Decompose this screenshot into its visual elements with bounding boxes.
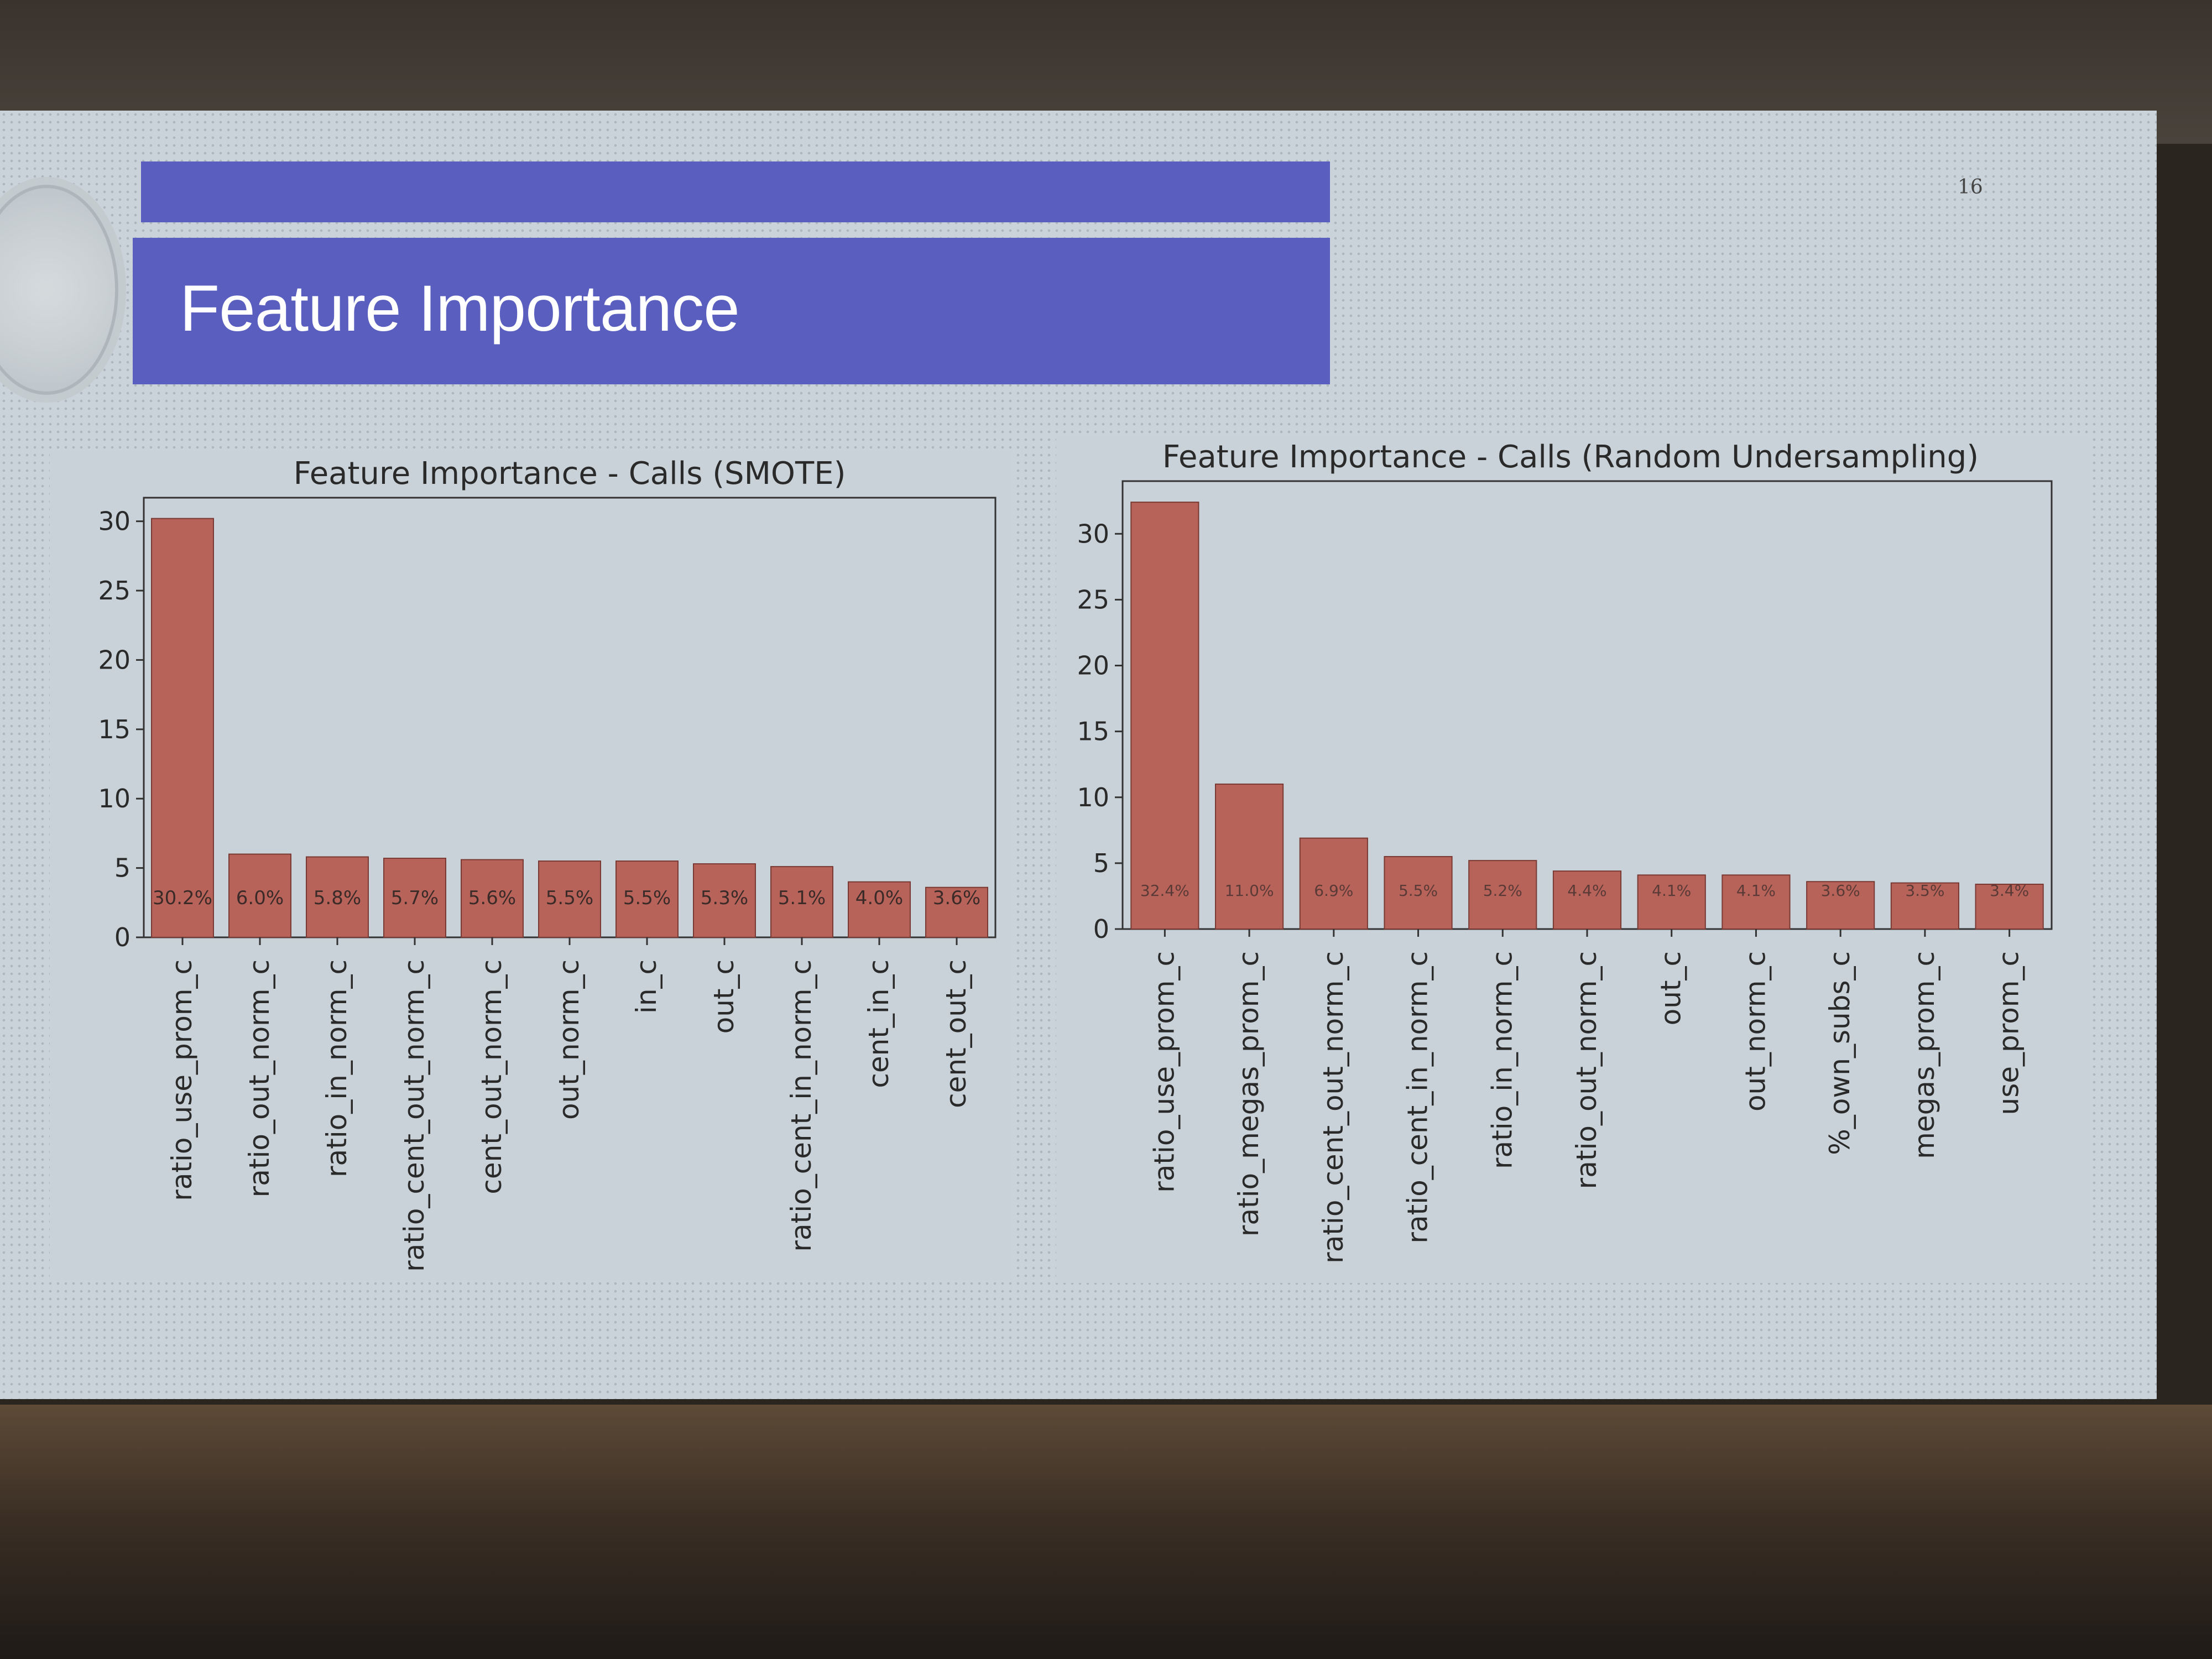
chart-title: Feature Importance - Calls (SMOTE) <box>294 456 846 492</box>
bar-value-label: 5.1% <box>778 887 826 909</box>
x-tick-label: ratio_use_prom_c <box>166 959 198 1201</box>
bar-value-label: 32.4% <box>1140 881 1190 900</box>
x-tick-label: out_c <box>1655 951 1687 1025</box>
bar-value-label: 4.1% <box>1736 881 1776 900</box>
page-number: 16 <box>1958 176 1983 199</box>
y-tick-label: 0 <box>114 922 131 952</box>
bar-value-label: 6.9% <box>1314 881 1353 900</box>
chart-undersampling: Feature Importance - Calls (Random Under… <box>1077 439 2053 1264</box>
x-tick-label: out_c <box>708 959 740 1034</box>
y-tick-label: 10 <box>98 784 131 813</box>
y-tick-label: 15 <box>1077 717 1109 747</box>
bar-value-label: 5.6% <box>468 887 516 909</box>
slide-title: Feature Importance <box>180 272 740 345</box>
chart-title: Feature Importance - Calls (Random Under… <box>1162 439 1979 475</box>
bar <box>1975 884 2044 930</box>
chart-smote: Feature Importance - Calls (SMOTE) 0 5 10 15… <box>98 456 997 1272</box>
bar <box>538 860 601 938</box>
bar <box>1806 881 1875 930</box>
y-tick-label: 30 <box>1077 519 1109 549</box>
x-tick-label: ratio_megas_prom_c <box>1233 951 1265 1237</box>
bar <box>1890 882 1960 930</box>
x-tick-label: in_c <box>630 959 662 1014</box>
bar-value-label: 5.2% <box>1483 881 1522 900</box>
x-tick-label: ratio_out_norm_c <box>1571 951 1603 1189</box>
bar-value-label: 5.5% <box>623 887 671 909</box>
bar <box>848 881 911 938</box>
x-tick-label: ratio_cent_in_norm_c <box>785 959 817 1252</box>
bar <box>1637 874 1706 930</box>
bar <box>151 518 214 938</box>
x-tick-label: cent_out_c <box>940 959 972 1108</box>
y-tick-label: 0 <box>1093 914 1109 944</box>
x-tick-label: %_own_subs_c <box>1824 951 1856 1155</box>
bar-value-label: 30.2% <box>153 887 212 909</box>
bar-value-label: 4.4% <box>1567 881 1606 900</box>
bar <box>1299 837 1368 930</box>
chart-panel-smote: Feature Importance - Calls (SMOTE) 0 5 10 15… <box>50 451 1012 1280</box>
bar-value-label: 5.7% <box>391 887 439 909</box>
x-tick-label: use_prom_c <box>1993 951 2025 1115</box>
bar <box>1468 860 1537 930</box>
x-tick-label: ratio_cent_out_norm_c <box>398 959 430 1272</box>
x-tick-label: ratio_out_norm_c <box>243 959 275 1197</box>
title-bar <box>133 238 1330 384</box>
bar-value-label: 11.0% <box>1225 881 1274 900</box>
bar <box>770 866 833 938</box>
x-tick-label: out_norm_c <box>1739 951 1771 1112</box>
x-tick-label: out_norm_c <box>553 959 585 1120</box>
y-tick-label: 20 <box>98 645 131 675</box>
bar-value-label: 3.5% <box>1905 881 1944 900</box>
y-tick-label: 15 <box>98 714 131 744</box>
y-tick-label: 5 <box>114 853 131 883</box>
bar-value-label: 3.6% <box>1821 881 1860 900</box>
bar-value-label: 5.5% <box>546 887 593 909</box>
bar-value-label: 5.5% <box>1399 881 1438 900</box>
y-tick-label: 20 <box>1077 651 1109 681</box>
y-tick-label: 25 <box>98 576 131 606</box>
bar-value-label: 6.0% <box>236 887 284 909</box>
bar <box>925 886 988 938</box>
y-tick-label: 5 <box>1093 848 1109 878</box>
y-tick-label: 30 <box>98 507 131 536</box>
x-tick-label: cent_in_c <box>863 959 895 1088</box>
bar <box>383 858 446 938</box>
bar-value-label: 4.0% <box>855 887 903 909</box>
bar <box>461 859 524 938</box>
x-tick-label: ratio_cent_out_norm_c <box>1317 951 1349 1264</box>
bar-value-label: 3.6% <box>933 887 980 909</box>
x-tick-label: cent_out_norm_c <box>476 959 508 1194</box>
bar-value-label: 5.3% <box>701 887 748 909</box>
y-tick-label: 25 <box>1077 585 1109 614</box>
chart-panel-undersampling: Feature Importance - Calls (Random Under… <box>1056 437 2090 1283</box>
x-tick-label: ratio_cent_in_norm_c <box>1402 951 1434 1244</box>
bar <box>1384 855 1453 930</box>
x-tick-label: ratio_use_prom_c <box>1148 951 1180 1193</box>
bar <box>1130 502 1199 930</box>
room-wall-bottom <box>0 1405 2212 1659</box>
title-accent-bar <box>141 161 1330 222</box>
bar <box>1215 783 1284 930</box>
y-tick-label: 10 <box>1077 782 1109 812</box>
bar <box>1552 870 1622 930</box>
bar-value-label: 4.1% <box>1652 881 1691 900</box>
bar-value-label: 3.4% <box>1990 881 2029 900</box>
bar <box>693 863 756 938</box>
x-tick-label: megas_prom_c <box>1908 951 1940 1159</box>
x-tick-label: ratio_in_norm_c <box>321 959 353 1177</box>
x-tick-label: ratio_in_norm_c <box>1486 951 1518 1169</box>
bar-value-label: 5.8% <box>314 887 361 909</box>
